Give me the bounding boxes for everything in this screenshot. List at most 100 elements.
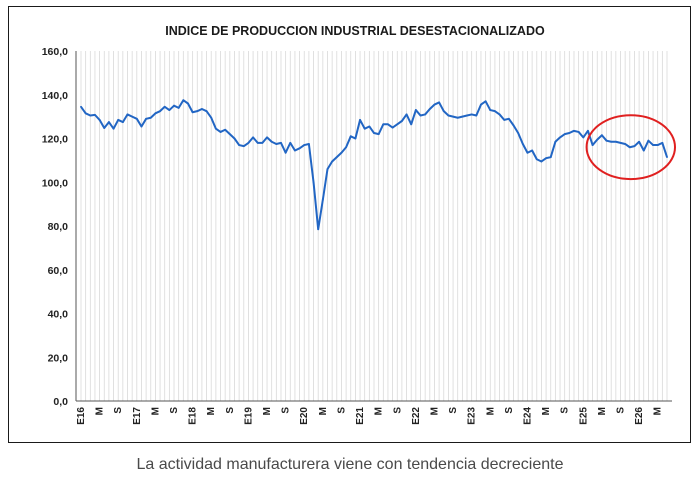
data-point bbox=[140, 125, 143, 128]
y-tick-label: 20,0 bbox=[48, 352, 69, 364]
data-point bbox=[573, 129, 575, 132]
data-point bbox=[121, 121, 124, 123]
data-point bbox=[373, 132, 375, 134]
data-point bbox=[405, 113, 408, 116]
data-point bbox=[480, 103, 482, 106]
x-tick-label: S bbox=[448, 407, 459, 414]
data-point bbox=[131, 115, 134, 118]
data-point bbox=[624, 143, 627, 145]
axes bbox=[75, 51, 672, 402]
data-point bbox=[503, 119, 506, 121]
data-point bbox=[224, 128, 227, 131]
data-point bbox=[647, 139, 650, 142]
data-point bbox=[307, 143, 310, 145]
data-point bbox=[531, 149, 534, 152]
data-point bbox=[498, 113, 501, 116]
data-point bbox=[461, 115, 464, 118]
data-point bbox=[294, 149, 296, 152]
data-point bbox=[628, 146, 631, 149]
data-point bbox=[638, 140, 640, 143]
highlight-ellipse bbox=[585, 114, 676, 181]
y-axis-ticks: 0,0 20,0 40,0 60,0 80,0 100,0 120,0 140,0 160,0 bbox=[42, 46, 68, 408]
x-tick-label: M bbox=[150, 407, 161, 415]
data-point bbox=[108, 121, 110, 123]
data-point bbox=[210, 116, 213, 119]
data-point bbox=[526, 151, 529, 154]
data-point bbox=[661, 141, 664, 144]
y-tick-label: 80,0 bbox=[48, 221, 69, 233]
data-point bbox=[642, 149, 645, 152]
data-point bbox=[559, 136, 561, 139]
data-point bbox=[340, 151, 343, 154]
data-point bbox=[298, 147, 301, 150]
data-point bbox=[540, 160, 543, 163]
data-point bbox=[335, 156, 338, 158]
data-point bbox=[103, 127, 106, 129]
x-tick-label: S bbox=[169, 407, 180, 414]
data-point bbox=[484, 100, 487, 103]
x-tick-label: E16 bbox=[76, 407, 87, 425]
data-point bbox=[554, 140, 557, 143]
chart: INDICE DE PRODUCCION INDUSTRIAL DESESTAC… bbox=[42, 24, 676, 425]
data-point bbox=[317, 228, 320, 231]
data-point bbox=[135, 117, 138, 120]
data-point bbox=[396, 123, 399, 126]
data-point bbox=[377, 133, 380, 136]
data-point bbox=[80, 105, 82, 108]
data-point bbox=[159, 110, 161, 113]
figure-caption: La actividad manufacturera viene con ten… bbox=[136, 456, 564, 473]
data-point bbox=[633, 145, 636, 148]
data-point bbox=[256, 141, 259, 144]
x-tick-label: M bbox=[485, 407, 496, 415]
x-tick-label: M bbox=[318, 407, 329, 415]
data-point bbox=[252, 136, 254, 139]
data-point bbox=[652, 144, 654, 146]
data-point bbox=[452, 115, 454, 118]
data-point bbox=[447, 114, 450, 117]
x-tick-label: E17 bbox=[132, 407, 143, 425]
data-point bbox=[177, 106, 180, 109]
data-point bbox=[187, 102, 189, 105]
data-point bbox=[261, 141, 264, 144]
data-point bbox=[391, 126, 394, 129]
y-tick-label: 100,0 bbox=[42, 177, 68, 189]
x-tick-label: S bbox=[113, 407, 124, 414]
x-tick-label: E23 bbox=[467, 407, 478, 425]
data-point bbox=[512, 124, 515, 127]
data-point bbox=[368, 125, 371, 128]
x-tick-label: S bbox=[392, 407, 403, 414]
data-point bbox=[363, 127, 366, 130]
y-tick-label: 60,0 bbox=[48, 265, 69, 277]
data-point bbox=[163, 105, 166, 108]
data-point bbox=[321, 198, 324, 201]
x-tick-label: E19 bbox=[243, 407, 254, 425]
data-point bbox=[359, 119, 361, 121]
data-point bbox=[535, 158, 538, 161]
x-tick-label: S bbox=[504, 407, 515, 414]
data-point bbox=[173, 104, 175, 107]
x-tick-label: M bbox=[597, 407, 608, 415]
data-point bbox=[401, 120, 403, 122]
x-tick-label: E20 bbox=[299, 407, 310, 425]
data-point bbox=[582, 136, 585, 139]
data-point bbox=[312, 181, 315, 184]
data-point bbox=[228, 133, 231, 136]
annotation-layer bbox=[585, 114, 676, 181]
y-tick-label: 40,0 bbox=[48, 309, 69, 321]
data-point bbox=[656, 144, 659, 146]
data-point bbox=[145, 117, 148, 120]
data-point bbox=[270, 140, 273, 143]
data-point bbox=[182, 99, 185, 102]
data-point bbox=[238, 144, 241, 146]
data-point bbox=[610, 140, 613, 143]
chart-title: INDICE DE PRODUCCION INDUSTRIAL DESESTAC… bbox=[165, 24, 545, 38]
y-tick-label: 140,0 bbox=[42, 90, 68, 102]
data-point bbox=[470, 113, 473, 116]
data-point bbox=[345, 146, 347, 149]
data-point bbox=[382, 123, 385, 126]
data-point bbox=[596, 138, 599, 141]
x-tick-label: S bbox=[615, 407, 626, 414]
y-tick-label: 0,0 bbox=[53, 396, 68, 408]
data-point bbox=[521, 143, 524, 145]
x-tick-label: M bbox=[429, 407, 440, 415]
